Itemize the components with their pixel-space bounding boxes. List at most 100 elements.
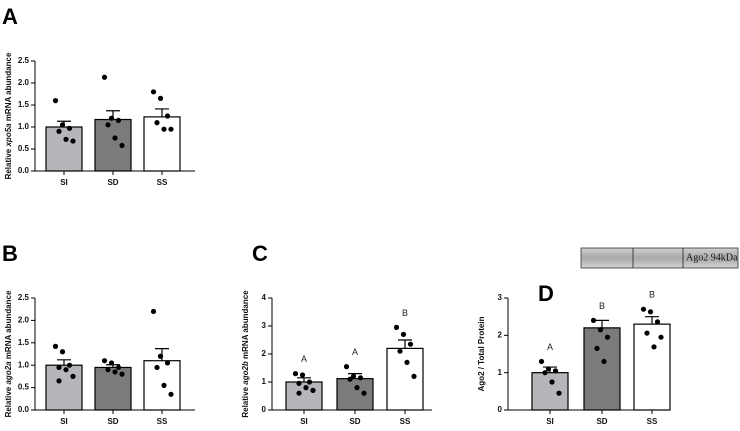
data-point — [538, 358, 545, 365]
data-point — [400, 331, 407, 337]
data-point — [70, 373, 76, 379]
y-tick-label: 2.5 — [18, 293, 30, 302]
error-bar — [297, 377, 311, 382]
data-point — [115, 117, 122, 123]
data-point — [66, 362, 73, 368]
data-point — [303, 385, 309, 391]
y-tick-label: 1.0 — [18, 122, 30, 131]
data-point — [296, 380, 302, 386]
data-point — [101, 74, 108, 80]
data-point — [590, 317, 597, 323]
y-tick-label: 0 — [262, 405, 267, 414]
y-tick-label: 2 — [262, 349, 267, 358]
data-point — [115, 364, 122, 371]
data-point — [393, 324, 400, 330]
error-bar — [398, 339, 412, 349]
data-point — [347, 376, 353, 382]
data-point — [164, 113, 171, 119]
x-tick-label: SI — [300, 417, 308, 426]
data-point — [545, 366, 552, 372]
y-tick-label: 1.5 — [18, 100, 30, 109]
significance-label: A — [352, 347, 358, 357]
data-point — [164, 360, 171, 366]
data-point — [601, 358, 607, 365]
data-point — [112, 369, 118, 375]
data-point — [397, 348, 403, 354]
x-tick-label: SI — [60, 178, 68, 187]
y-axis-label-part: mRNA abundance — [4, 290, 13, 361]
data-point — [154, 120, 160, 126]
significance-label: A — [547, 342, 553, 352]
western-blot — [580, 247, 739, 269]
data-point — [597, 327, 604, 333]
error-bar — [595, 319, 609, 328]
y-tick-label: 3 — [262, 321, 267, 330]
data-point — [119, 371, 125, 377]
y-tick-label: 2 — [498, 330, 503, 339]
error-bar — [155, 108, 169, 117]
y-axis-label: Relative ago2b mRNA abundance — [241, 290, 250, 418]
panel-letter: B — [2, 241, 18, 266]
data-point — [56, 364, 62, 371]
data-point — [647, 309, 654, 315]
data-point — [70, 138, 76, 144]
y-tick-label: 3 — [498, 293, 503, 302]
y-axis-label-part: Relative — [4, 385, 13, 418]
data-point — [112, 135, 118, 141]
error-bar — [645, 316, 659, 325]
data-point — [343, 364, 350, 370]
y-axis-label: Relative ago2a mRNA abundance — [4, 290, 13, 417]
data-point — [59, 122, 66, 128]
y-tick-label: 0.0 — [18, 166, 30, 175]
significance-label: B — [402, 308, 408, 318]
data-point — [644, 330, 650, 336]
bar — [94, 366, 132, 411]
data-point — [556, 390, 562, 396]
y-tick-label: 0.5 — [18, 383, 30, 392]
y-tick-label: 0.5 — [18, 144, 30, 153]
x-tick-label: SI — [60, 417, 68, 426]
y-axis-label: Relative xpo5a mRNA abundance — [4, 52, 13, 179]
bar — [583, 327, 621, 411]
y-axis-label-part: ago2a — [4, 361, 13, 385]
data-point — [59, 349, 66, 355]
y-tick-label: 4 — [262, 293, 267, 302]
y-tick-label: 0.0 — [18, 405, 30, 414]
data-point — [56, 128, 62, 134]
data-point — [542, 370, 548, 376]
bar — [94, 118, 132, 172]
y-axis-label-part: mRNA abundance — [4, 52, 13, 123]
data-point — [150, 89, 157, 95]
x-tick-label: SD — [596, 417, 607, 426]
bar — [633, 323, 671, 411]
data-point — [161, 382, 167, 388]
data-point — [549, 379, 555, 385]
panel: D 0 1 2 3 Ago2 / Total Protein Ago2 94kDa SI A SD… — [477, 252, 738, 426]
data-point — [105, 122, 111, 128]
data-point — [168, 391, 174, 397]
data-point — [354, 385, 360, 391]
y-axis-label-part: Ago2 / Total Protein — [477, 316, 486, 391]
blot-strip — [580, 247, 739, 269]
panel-letter: C — [252, 241, 268, 266]
x-tick-label: SS — [157, 417, 168, 426]
bar — [45, 364, 83, 411]
data-point — [105, 367, 111, 373]
data-point — [552, 368, 559, 374]
data-point — [594, 345, 600, 351]
data-point — [63, 367, 69, 373]
y-tick-label: 1.0 — [18, 360, 30, 369]
panel: B 0.0 0.5 1.0 1.5 2.0 2.5 Relative ago2a mRNA a… — [2, 241, 195, 426]
significance-label: A — [301, 354, 307, 364]
y-tick-label: 2.5 — [18, 56, 30, 65]
y-axis-label-part: ago2b — [241, 361, 250, 385]
data-point — [404, 359, 410, 365]
data-point — [350, 373, 357, 379]
data-point — [168, 126, 174, 132]
y-tick-label: 2.0 — [18, 78, 30, 87]
bar — [45, 126, 83, 172]
x-tick-label: SS — [157, 178, 168, 187]
data-point — [310, 387, 316, 393]
error-bar — [57, 359, 71, 366]
